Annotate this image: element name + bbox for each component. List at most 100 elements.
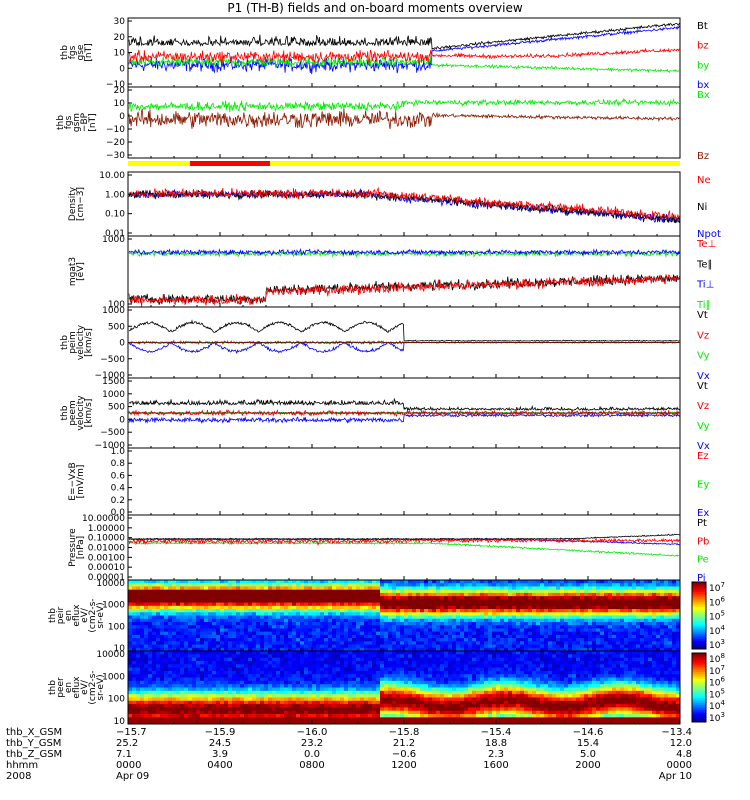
spectrogram-cell [148, 664, 153, 668]
spectrogram-cell [136, 717, 141, 722]
spectrogram-cell [316, 694, 321, 698]
spectrogram-cell [148, 625, 153, 629]
spectrogram-cell [128, 592, 133, 597]
spectrogram-cell [564, 586, 569, 591]
spectrogram-cell [592, 580, 597, 584]
spectrogram-cell [360, 605, 365, 610]
spectrogram-cell [464, 592, 469, 597]
spectrogram-cell [364, 609, 369, 613]
spectrogram-cell [248, 667, 253, 672]
spectrogram-cell [356, 674, 361, 678]
spectrogram-cell [332, 612, 337, 616]
spectrogram-cell [272, 625, 277, 629]
spectrogram-cell [148, 687, 153, 692]
spectrogram-cell [528, 605, 533, 610]
spectrogram-cell [596, 641, 601, 645]
spectrogram-cell [588, 589, 593, 594]
spectrogram-cell [180, 664, 185, 668]
spectrogram-cell [216, 660, 221, 665]
spectrogram-cell [644, 605, 649, 610]
spectrogram-cell [340, 694, 345, 698]
spectrogram-cell [272, 684, 277, 688]
spectrogram-cell [168, 674, 173, 678]
spectrogram-cell [532, 647, 537, 652]
spectrogram-cell [376, 596, 381, 600]
spectrogram-cell [168, 654, 173, 659]
spectrogram-cell [144, 596, 149, 600]
spectrogram-cell [472, 628, 477, 633]
spectrogram-cell [180, 707, 185, 712]
spectrogram-cell [208, 654, 213, 659]
spectrogram-cell [296, 697, 301, 702]
spectrogram-cell [356, 677, 361, 682]
spectrogram-cell [128, 654, 133, 659]
spectrogram-cell [640, 609, 645, 613]
spectrogram-cell [132, 667, 137, 672]
spectrogram-cell [236, 644, 241, 649]
spectrogram-cell [304, 596, 309, 600]
spectrogram-cell [168, 667, 173, 672]
spectrogram-cell [168, 631, 173, 636]
spectrogram-cell [196, 592, 201, 597]
spectrogram-cell [340, 674, 345, 678]
spectrogram-cell [420, 720, 425, 725]
spectrogram-cell [232, 612, 237, 616]
spectrogram-cell [140, 599, 145, 603]
spectrogram-cell [624, 647, 629, 652]
spectrogram-cell [428, 580, 433, 584]
spectrogram-cell [400, 631, 405, 636]
spectrogram-cell [280, 651, 285, 655]
spectrogram-cell [368, 720, 373, 725]
spectrogram-cell [652, 602, 657, 607]
spectrogram-cell [504, 618, 509, 623]
spectrogram-cell [412, 615, 417, 620]
spectrogram-cell [628, 602, 633, 607]
spectrogram-cell [212, 687, 217, 692]
spectrogram-cell [408, 592, 413, 597]
spectrogram-cell [400, 580, 405, 584]
spectrogram-cell [512, 644, 517, 649]
spectrogram-cell [312, 677, 317, 682]
spectrogram-cell [196, 599, 201, 603]
spectrogram-cell [256, 720, 261, 725]
spectrogram-cell [412, 651, 417, 655]
spectrogram-cell [476, 596, 481, 600]
spectrogram-cell [328, 647, 333, 652]
spectrogram-cell [552, 583, 557, 587]
spectrogram-cell [252, 583, 257, 587]
spectrogram-cell [648, 615, 653, 620]
spectrogram-cell [636, 631, 641, 636]
spectrogram-cell [364, 704, 369, 708]
spectrogram-cell [332, 589, 337, 594]
spectrogram-cell [164, 704, 169, 708]
spectrogram-cell [664, 586, 669, 591]
colorbar-cell [692, 613, 706, 616]
spectrogram-cell [160, 680, 165, 685]
spectrogram-cell [320, 638, 325, 642]
spectrogram-cell [624, 644, 629, 649]
spectrogram-cell [344, 651, 349, 655]
spectrogram-cell [452, 612, 457, 616]
spectrogram-cell [248, 644, 253, 649]
spectrogram-cell [236, 690, 241, 695]
spectrogram-cell [608, 631, 613, 636]
colorbar-cell [692, 598, 706, 601]
spectrogram-cell [140, 690, 145, 695]
spectrogram-cell [376, 631, 381, 636]
spectrogram-cell [184, 684, 189, 688]
spectrogram-cell [484, 596, 489, 600]
spectrogram-cell [188, 657, 193, 662]
spectrogram-cell [144, 704, 149, 708]
spectrogram-cell [532, 589, 537, 594]
spectrogram-cell [132, 651, 137, 655]
spectrogram-cell [336, 697, 341, 702]
spectrogram-cell [580, 618, 585, 623]
colorbar-cell [692, 593, 706, 596]
spectrogram-cell [472, 615, 477, 620]
spectrogram-cell [564, 599, 569, 603]
spectrogram-cell [332, 680, 337, 685]
spectrogram-cell [280, 677, 285, 682]
spectrogram-cell [192, 621, 197, 626]
spectrogram-cell [596, 631, 601, 636]
spectrogram-cell [572, 625, 577, 629]
